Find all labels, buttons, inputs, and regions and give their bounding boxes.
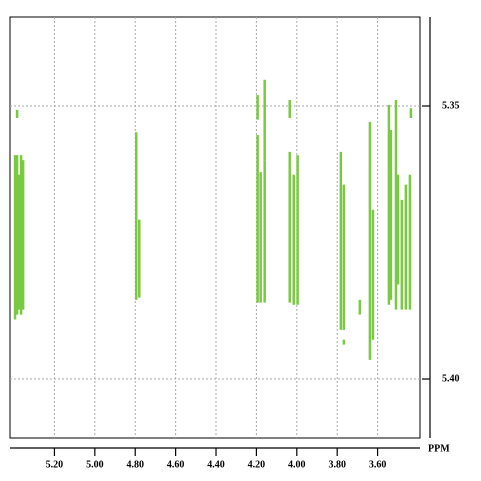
x-tick-label: 4.40 — [207, 459, 225, 470]
x-tick-label: 4.20 — [248, 459, 266, 470]
y-tick-label: 5.35 — [442, 100, 460, 111]
x-tick-label: 4.60 — [167, 459, 185, 470]
plot-frame — [9, 16, 421, 439]
x-tick-label: 3.80 — [328, 459, 346, 470]
x-tick-label: 4.00 — [288, 459, 306, 470]
x-tick-label: 5.20 — [46, 459, 64, 470]
x-tick-label: 4.80 — [126, 459, 144, 470]
x-tick-label: 3.60 — [369, 459, 387, 470]
y-tick-label: 5.40 — [442, 373, 460, 384]
x-tick-label: 5.00 — [86, 459, 104, 470]
x-axis-label: PPM — [428, 443, 450, 454]
